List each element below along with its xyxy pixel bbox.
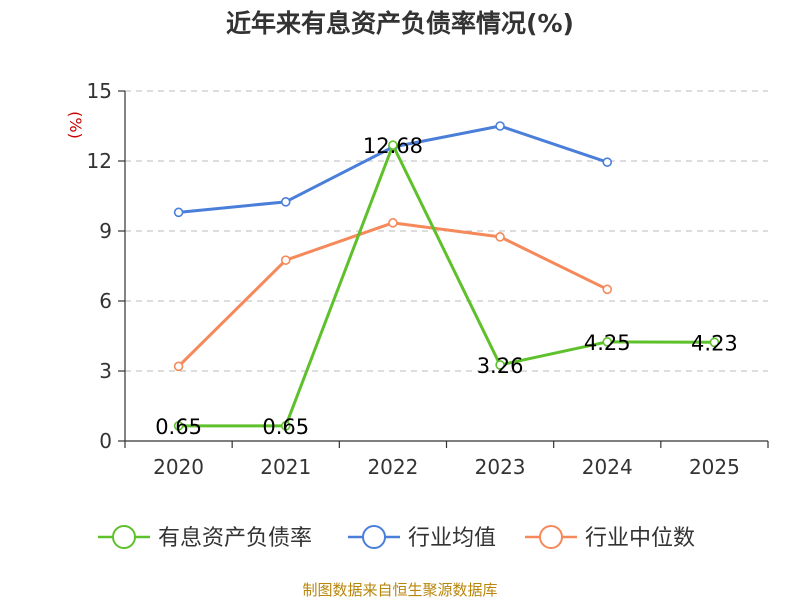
data-labels: 0.65 0.65 12.68 3.26 4.25 4.23 xyxy=(155,134,738,439)
legend-label: 行业中位数 xyxy=(585,526,695,551)
legend-marker-icon xyxy=(539,525,563,549)
legend-label: 有息资产负债率 xyxy=(158,526,312,551)
axes: 0 3 6 9 12 15 2020 2021 2022 2023 2024 2025 xyxy=(87,79,769,479)
x-tick-label: 2023 xyxy=(475,455,526,479)
data-point xyxy=(173,207,184,218)
data-point xyxy=(280,197,291,207)
data-label: 0.65 xyxy=(155,415,202,439)
legend-item[interactable]: 行业均值 xyxy=(348,525,496,551)
data-point xyxy=(280,421,291,431)
chart-title: 近年来有息资产负债率情况(%) xyxy=(226,9,574,38)
series-lines xyxy=(173,121,720,431)
y-tick-label: 12 xyxy=(87,149,112,173)
data-point xyxy=(495,360,505,370)
y-axis-unit-label: (%) xyxy=(66,111,85,139)
data-point xyxy=(495,121,505,131)
data-point xyxy=(173,361,184,372)
data-point xyxy=(495,232,505,242)
series-line xyxy=(177,221,609,368)
data-point xyxy=(709,337,720,348)
y-tick-label: 0 xyxy=(99,429,112,453)
data-point xyxy=(388,218,398,228)
y-tick-label: 6 xyxy=(99,289,112,313)
data-label: 4.23 xyxy=(691,331,738,355)
legend-marker-icon xyxy=(112,525,136,549)
data-point xyxy=(173,421,184,431)
legend-item[interactable]: 有息资产负债率 xyxy=(98,525,312,551)
data-point xyxy=(602,337,613,347)
y-tick-label: 15 xyxy=(87,79,112,103)
series-2 xyxy=(173,218,613,372)
legend-item[interactable]: 行业中位数 xyxy=(525,525,695,551)
x-tick-label: 2022 xyxy=(367,455,418,479)
data-label: 4.25 xyxy=(584,331,631,355)
legend-label: 行业均值 xyxy=(408,526,496,551)
data-label: 12.68 xyxy=(363,134,423,158)
data-point xyxy=(280,255,291,265)
data-label: 0.65 xyxy=(262,415,309,439)
data-label: 3.26 xyxy=(477,354,524,378)
series-0 xyxy=(173,140,720,431)
y-tick-label: 3 xyxy=(99,359,112,383)
x-tick-label: 2024 xyxy=(582,455,633,479)
data-point xyxy=(388,140,398,150)
x-tick-label: 2020 xyxy=(153,455,204,479)
legend-marker-icon xyxy=(362,525,386,549)
source-note: 制图数据来自恒生聚源数据库 xyxy=(302,581,497,599)
legend: 有息资产负债率 行业均值 行业中位数 xyxy=(98,525,695,551)
data-point xyxy=(602,157,613,167)
data-point xyxy=(602,284,613,295)
x-tick-label: 2025 xyxy=(689,455,740,479)
series-line xyxy=(177,143,716,428)
x-tick-label: 2021 xyxy=(260,455,311,479)
y-tick-label: 9 xyxy=(99,219,112,243)
